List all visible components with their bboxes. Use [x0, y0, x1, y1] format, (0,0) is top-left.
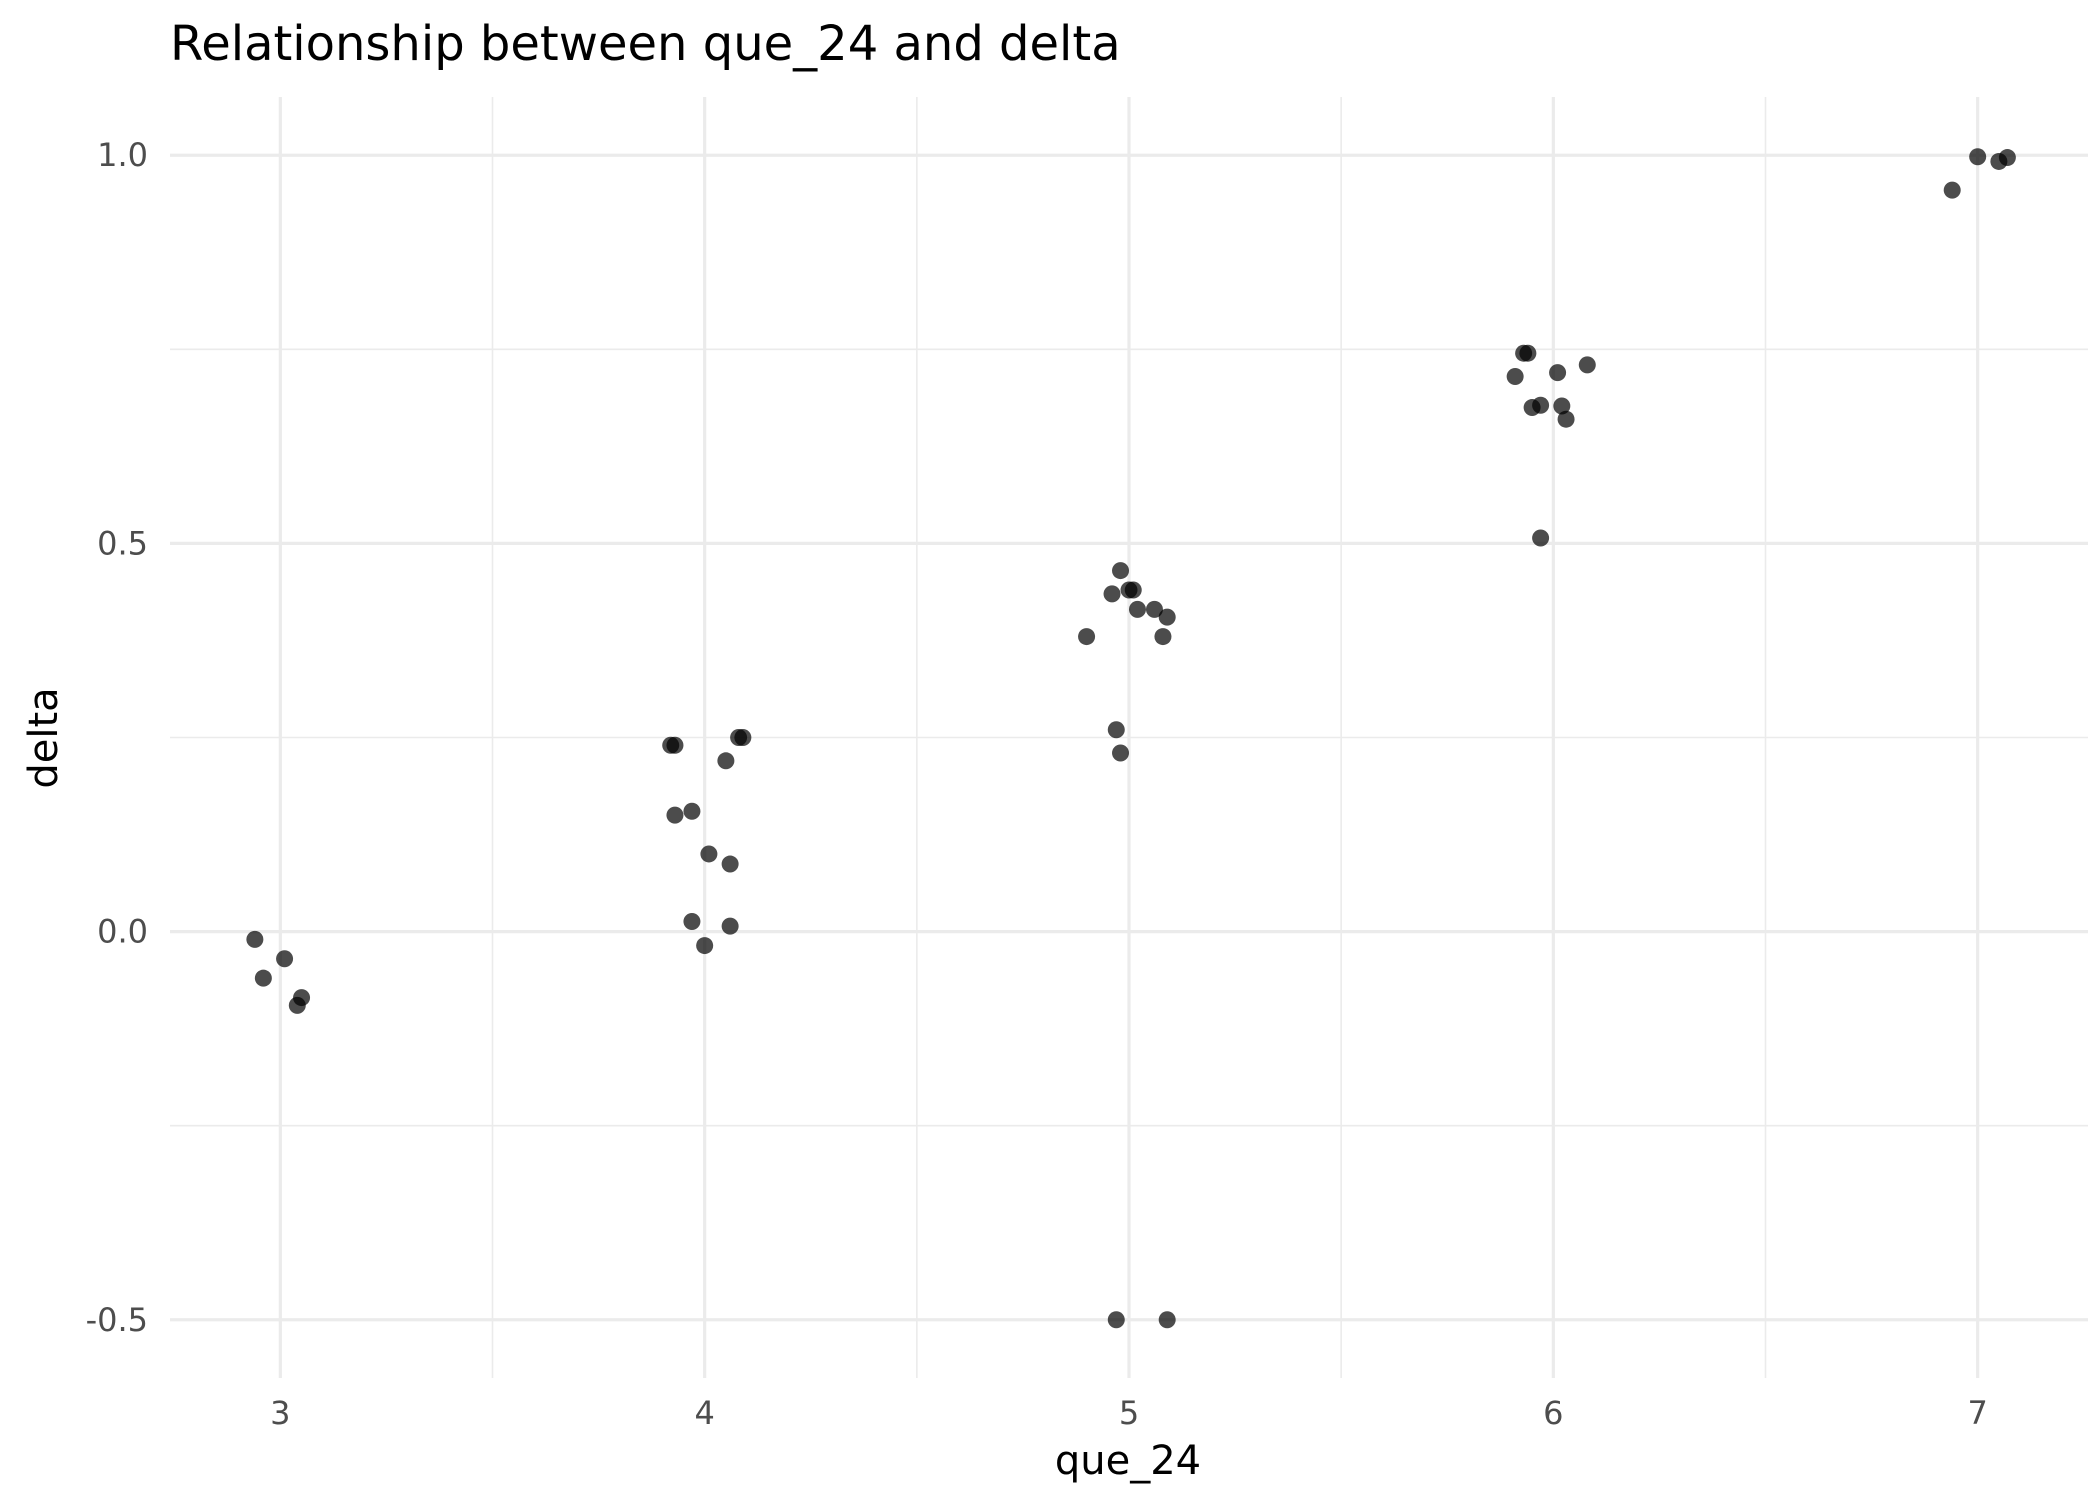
- x-tick-label: 7: [1967, 1394, 1987, 1432]
- y-axis-title: delta: [21, 687, 67, 788]
- data-point: [276, 950, 294, 968]
- x-axis-tick-labels: 3 4 5 6 7: [270, 1394, 1988, 1432]
- y-tick-label: 0.0: [97, 913, 148, 951]
- data-point: [717, 752, 735, 770]
- data-point: [1112, 744, 1130, 762]
- data-point: [1158, 1311, 1176, 1329]
- data-point: [1519, 344, 1537, 362]
- data-point: [1532, 529, 1550, 547]
- data-point: [700, 845, 718, 863]
- data-point: [1103, 585, 1121, 603]
- data-point: [683, 912, 701, 930]
- data-point: [666, 806, 684, 824]
- x-tick-label: 6: [1543, 1394, 1563, 1432]
- data-point: [1578, 356, 1596, 374]
- data-point: [1553, 397, 1571, 415]
- y-tick-label: 1.0: [97, 136, 148, 174]
- data-point: [734, 729, 752, 746]
- x-axis-title: que_24: [1055, 1438, 1201, 1484]
- data-point: [1532, 396, 1550, 414]
- data-point: [1557, 410, 1575, 428]
- chart-title: Relationship between que_24 and delta: [170, 16, 1121, 72]
- y-axis-tick-labels: -0.5 0.0 0.5 1.0: [86, 136, 148, 1339]
- data-points: [246, 148, 2016, 1329]
- data-point: [666, 736, 684, 754]
- data-point: [1943, 181, 1961, 199]
- data-point: [254, 969, 272, 987]
- data-point: [1128, 600, 1146, 618]
- data-point: [721, 917, 739, 935]
- x-tick-label: 3: [270, 1394, 290, 1432]
- data-point: [1969, 148, 1987, 166]
- data-point: [1506, 367, 1524, 385]
- y-tick-label: 0.5: [97, 524, 148, 562]
- data-point: [1154, 628, 1172, 646]
- x-tick-label: 5: [1119, 1394, 1139, 1432]
- major-gridlines: [170, 97, 2088, 1378]
- data-point: [696, 937, 714, 955]
- data-point: [1107, 721, 1125, 739]
- data-point: [1158, 608, 1176, 626]
- y-tick-label: -0.5: [86, 1301, 148, 1339]
- data-point: [293, 989, 311, 1007]
- data-point: [1998, 149, 2016, 167]
- data-point: [721, 855, 739, 873]
- data-point: [1145, 600, 1163, 618]
- data-point: [1124, 581, 1142, 599]
- data-point: [1112, 562, 1130, 580]
- data-point: [1107, 1311, 1125, 1329]
- data-point: [246, 930, 264, 948]
- data-point: [1078, 628, 1096, 646]
- data-point: [683, 802, 701, 820]
- x-tick-label: 4: [694, 1394, 714, 1432]
- data-point: [1549, 364, 1567, 382]
